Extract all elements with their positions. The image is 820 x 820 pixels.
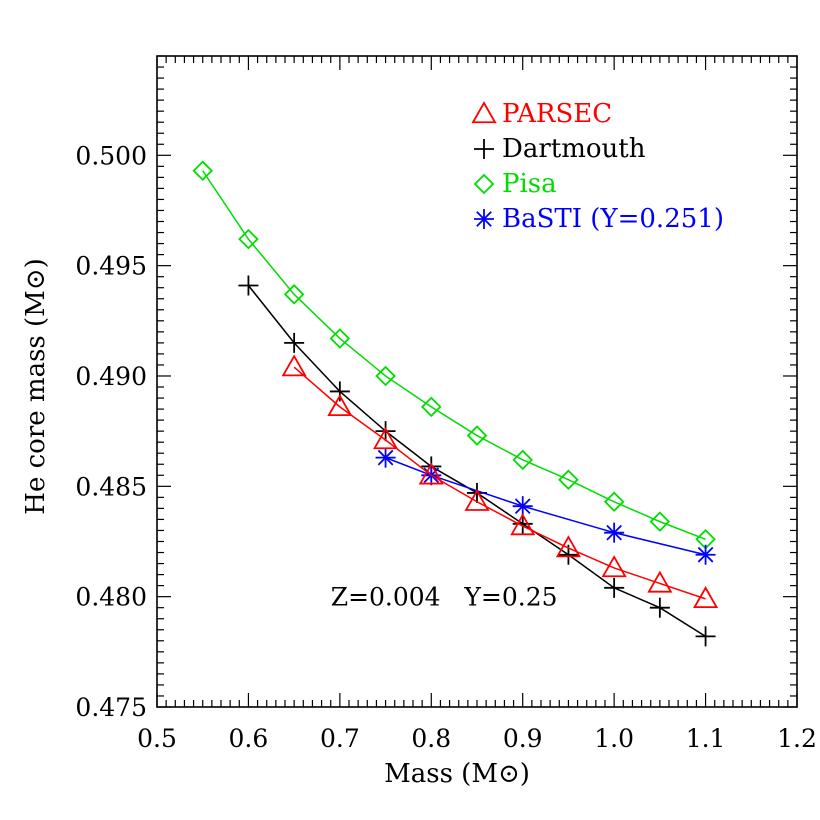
data-point-diamond <box>329 328 351 349</box>
axis-ticks <box>156 55 798 708</box>
series-triangle <box>281 354 719 609</box>
data-point-plus <box>512 513 533 534</box>
series-line <box>293 366 706 600</box>
data-point-diamond <box>473 173 495 195</box>
data-point-triangle <box>601 555 627 578</box>
legend: PARSEC Dartmouth Pisa BaSTI (Y=0.251) <box>471 99 724 234</box>
x-tick-labels: 0.5 0.6 0.7 0.8 0.9 1.0 1.1 1.2 <box>137 724 817 753</box>
legend-label: Pisa <box>502 169 557 199</box>
series-line <box>202 170 706 540</box>
data-point-diamond <box>649 511 671 532</box>
x-tick-label: 1.0 <box>594 724 634 753</box>
data-point-plus <box>329 381 350 402</box>
x-tick-label: 0.9 <box>503 724 543 753</box>
data-point-triangle <box>471 101 497 124</box>
data-point-diamond <box>558 469 579 490</box>
data-point-asterisk <box>375 447 396 468</box>
x-axis-title: Mass (M⊙) <box>384 759 530 789</box>
x-tick-label: 0.7 <box>320 724 360 753</box>
data-point-triangle <box>647 570 673 593</box>
y-tick-label: 0.500 <box>75 141 147 170</box>
legend-label: BaSTI (Y=0.251) <box>502 204 724 234</box>
x-tick-label: 1.2 <box>777 724 817 753</box>
data-point-triangle <box>555 535 581 558</box>
x-tick-label: 0.6 <box>229 724 269 753</box>
data-point-diamond <box>283 284 305 305</box>
legend-item: BaSTI (Y=0.251) <box>474 204 724 234</box>
x-tick-label: 1.1 <box>686 724 726 753</box>
data-point-diamond <box>512 449 533 471</box>
series-diamond <box>192 160 716 550</box>
data-point-diamond <box>238 228 259 250</box>
data-point-asterisk <box>604 522 625 543</box>
data-point-triangle <box>281 354 307 377</box>
legend-item: PARSEC <box>471 99 612 129</box>
y-tick-label: 0.475 <box>75 693 147 722</box>
data-point-plus <box>695 626 716 647</box>
data-point-plus <box>375 421 396 442</box>
series-plus <box>238 275 716 647</box>
legend-label: PARSEC <box>502 99 612 129</box>
series-group <box>192 160 719 647</box>
data-point-plus <box>284 332 305 353</box>
y-tick-label: 0.485 <box>75 472 147 501</box>
data-point-asterisk <box>512 496 533 517</box>
data-point-plus <box>649 597 670 618</box>
data-point-asterisk <box>474 209 494 229</box>
data-point-triangle <box>418 462 444 485</box>
data-point-diamond <box>192 160 213 182</box>
data-point-diamond <box>466 425 488 446</box>
data-point-triangle <box>510 513 536 536</box>
data-point-diamond <box>603 491 625 513</box>
data-point-plus <box>238 275 259 296</box>
data-point-triangle <box>327 394 353 417</box>
y-tick-labels: 0.475 0.480 0.485 0.490 0.495 0.500 <box>75 141 147 722</box>
legend-item: Pisa <box>473 169 557 199</box>
data-point-diamond <box>421 396 442 418</box>
model-parameters-annotation: Z=0.004 Y=0.25 <box>331 582 558 611</box>
y-axis-title: He core mass (M⊙) <box>21 258 51 514</box>
x-tick-label: 0.5 <box>137 724 177 753</box>
legend-label: Dartmouth <box>502 134 646 164</box>
data-point-triangle <box>693 586 719 609</box>
data-point-diamond <box>375 365 396 387</box>
y-tick-label: 0.495 <box>75 252 147 281</box>
x-tick-label: 0.8 <box>411 724 451 753</box>
data-point-plus <box>604 577 625 598</box>
data-point-asterisk <box>695 544 716 565</box>
series-asterisk <box>375 447 716 565</box>
data-point-plus <box>474 139 494 159</box>
y-tick-label: 0.480 <box>75 583 147 612</box>
data-point-triangle <box>373 427 399 450</box>
legend-item: Dartmouth <box>474 134 646 164</box>
data-point-triangle <box>464 488 490 511</box>
y-tick-label: 0.490 <box>75 362 147 391</box>
